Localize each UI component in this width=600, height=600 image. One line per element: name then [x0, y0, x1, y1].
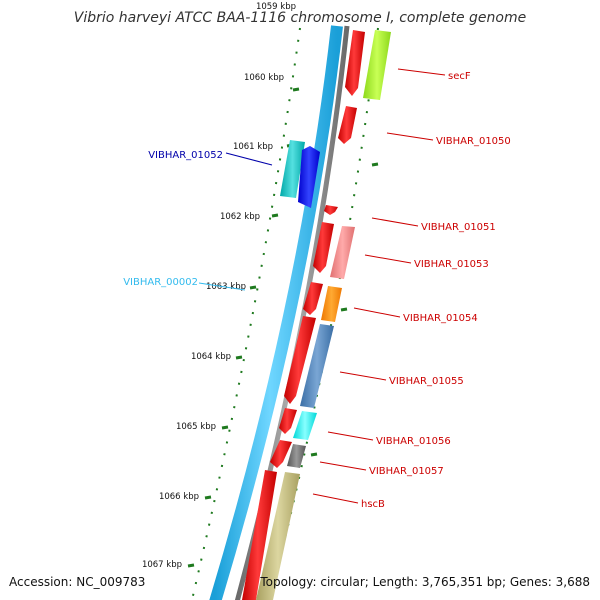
tick-label: 1066 kbp: [159, 492, 199, 502]
cds-feature[interactable]: [313, 222, 334, 273]
gene-label-vibhar-01054[interactable]: VIBHAR_01054: [403, 313, 478, 324]
cds-feature[interactable]: [303, 282, 323, 315]
gene-label-vibhar-01053[interactable]: VIBHAR_01053: [414, 259, 489, 270]
gene-label-vibhar-01051[interactable]: VIBHAR_01051: [421, 222, 496, 233]
tick-label: 1059 kbp: [256, 2, 296, 12]
gene-feature-secf[interactable]: [363, 30, 391, 100]
gene-label-vibhar-00002[interactable]: VIBHAR_00002: [123, 277, 198, 288]
map-title: Vibrio harveyi ATCC BAA-1116 chromosome …: [74, 10, 526, 26]
gene-label-vibhar-01057[interactable]: VIBHAR_01057: [369, 466, 444, 477]
genome-stats-label: Topology: circular; Length: 3,765,351 bp…: [259, 575, 590, 589]
scale-ticks: [187, 87, 379, 568]
cds-feature[interactable]: [270, 440, 292, 468]
tick-label: 1061 kbp: [233, 142, 273, 152]
tick-label: 1062 kbp: [220, 212, 260, 222]
gene-feature-vibhar-01053[interactable]: [330, 226, 355, 279]
gene-label-vibhar-01050[interactable]: VIBHAR_01050: [436, 136, 511, 147]
gene-feature-vibhar-01054[interactable]: [321, 286, 342, 322]
tick-label: 1060 kbp: [244, 73, 284, 83]
gene-label-vibhar-01055[interactable]: VIBHAR_01055: [389, 376, 464, 387]
tick-label: 1064 kbp: [191, 352, 231, 362]
cds-feature[interactable]: [338, 106, 357, 144]
backbone-outer-track: [209, 25, 343, 600]
accession-label: Accession: NC_009783: [9, 575, 145, 589]
cds-feature[interactable]: [345, 30, 365, 96]
gene-feature-vibhar-00002[interactable]: [280, 140, 305, 198]
tick-label: 1067 kbp: [142, 560, 182, 570]
gene-feature-vibhar-01057[interactable]: [287, 444, 306, 468]
gene-label-secf[interactable]: secF: [448, 71, 471, 82]
gene-label-vibhar-01052[interactable]: VIBHAR_01052: [148, 150, 223, 161]
cds-track-inner: [242, 30, 365, 600]
cds-feature[interactable]: [324, 205, 338, 215]
gene-label-vibhar-01056[interactable]: VIBHAR_01056: [376, 436, 451, 447]
gene-feature-hscb[interactable]: [256, 472, 300, 600]
label-leader-lines: [198, 68, 446, 504]
cds-feature[interactable]: [284, 316, 316, 404]
cds-feature[interactable]: [242, 470, 277, 600]
cds-feature[interactable]: [279, 408, 297, 434]
gene-feature-vibhar-01056[interactable]: [293, 411, 317, 440]
gene-label-hscb[interactable]: hscB: [361, 499, 385, 510]
gene-feature-vibhar-01052[interactable]: [298, 146, 320, 208]
gene-feature-vibhar-01055[interactable]: [300, 324, 334, 408]
tick-label: 1065 kbp: [176, 422, 216, 432]
